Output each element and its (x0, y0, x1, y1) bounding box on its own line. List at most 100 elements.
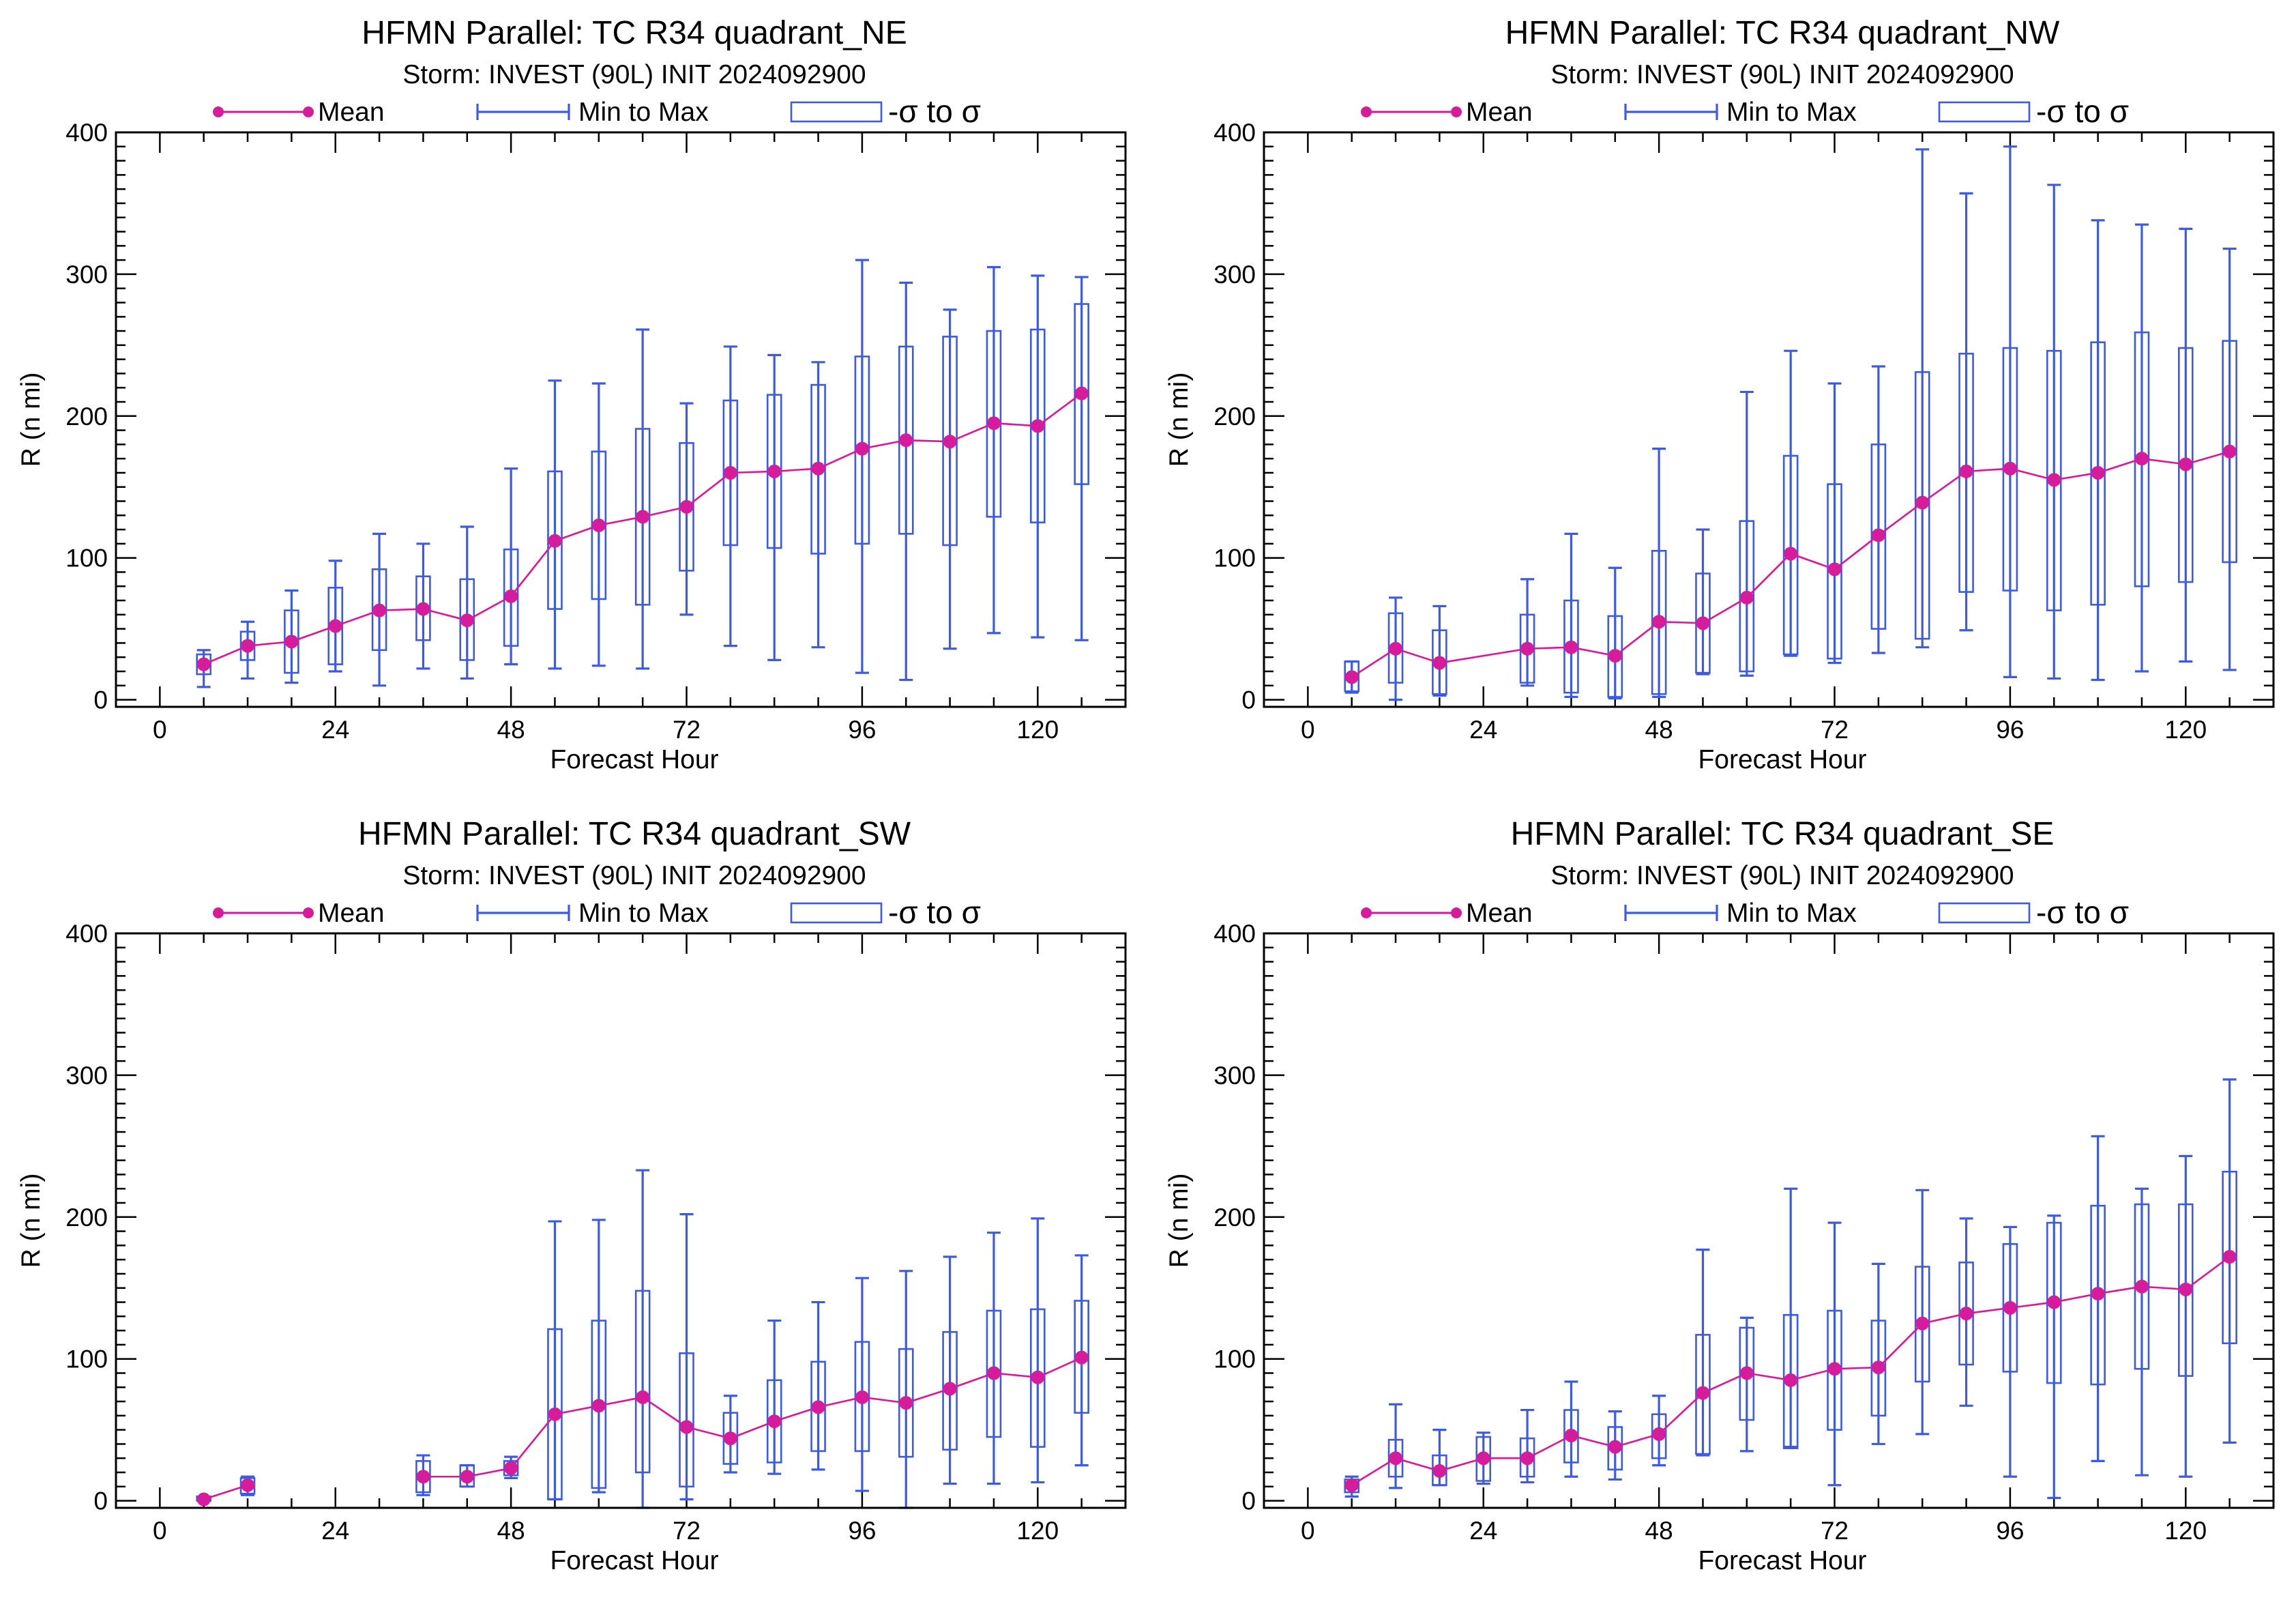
sigma-box (1739, 520, 1755, 673)
y-tick-label: 400 (1213, 119, 1256, 147)
plot-frame (115, 131, 1127, 708)
mean-line-segment (1658, 1392, 1704, 1435)
mean-point (679, 1420, 694, 1434)
mean-point (1389, 641, 1403, 656)
mean-point (1784, 547, 1798, 561)
mean-point (1074, 1350, 1089, 1365)
chart-subtitle: Storm: INVEST (90L) INIT 2024092900 (402, 60, 866, 89)
legend-mean-marker (1361, 106, 1372, 117)
mean-point (1520, 641, 1535, 656)
mean-line-segment (335, 609, 380, 627)
chart-subtitle: Storm: INVEST (90L) INIT 2024092900 (1550, 861, 2014, 890)
mean-line-segment (423, 608, 468, 622)
sigma-box (1387, 612, 1404, 684)
chart-title: HFMN Parallel: TC R34 quadrant_SE (1511, 816, 2055, 852)
mean-line-segment (1746, 553, 1792, 598)
sigma-box (1074, 303, 1089, 485)
sigma-box (1827, 483, 1842, 660)
mean-point (1652, 1427, 1666, 1441)
mean-line-segment (950, 1372, 995, 1390)
mean-point (591, 518, 606, 532)
mean-line-segment (598, 516, 643, 527)
sigma-box (415, 575, 431, 641)
sigma-box (634, 1290, 651, 1474)
y-tick-label: 100 (65, 1345, 108, 1373)
x-tick-label: 48 (497, 1517, 525, 1545)
y-tick-label: 200 (65, 403, 108, 431)
chart-svg: HFMN Parallel: TC R34 quadrant_SW Storm: … (16, 816, 1127, 1575)
legend: Mean Min to Max -σ to σ (1361, 894, 2129, 930)
legend-mean-marker (213, 907, 224, 918)
mean-point (1476, 1451, 1490, 1466)
mean-line-segment (905, 1388, 951, 1404)
sigma-box (1607, 1426, 1623, 1471)
mean-line-segment (1037, 1356, 1083, 1378)
legend-mean-marker (303, 907, 314, 918)
mean-line-segment (467, 595, 512, 622)
mean-point (504, 589, 518, 603)
mean-point (2134, 452, 2149, 466)
y-axis-label: R (n mi) (1164, 1174, 1194, 1268)
mean-point (1608, 649, 1622, 663)
mean-point (636, 1390, 650, 1404)
x-tick-label: 96 (1996, 716, 2024, 744)
x-tick-label: 120 (1016, 1517, 1059, 1545)
mean-line-segment (2185, 450, 2231, 465)
mean-line-segment (2141, 1285, 2186, 1291)
mean-line-segment (1571, 646, 1616, 657)
sigma-box (459, 578, 475, 661)
mean-point (284, 635, 299, 649)
mean-point (2179, 457, 2193, 471)
plot-frame (115, 932, 1127, 1509)
mean-line-segment (247, 641, 292, 647)
y-tick-label: 0 (1241, 1487, 1256, 1515)
mean-line-segment (1615, 1433, 1660, 1448)
mean-line-segment (1746, 1372, 1791, 1382)
sigma-box (1914, 1266, 1930, 1383)
mean-line-segment (993, 422, 1038, 427)
mean-point (1739, 590, 1754, 605)
mean-line-segment (379, 608, 424, 611)
sigma-box (2222, 1170, 2237, 1345)
mean-point (460, 1470, 474, 1484)
legend-mean-marker (303, 106, 314, 117)
sigma-box (854, 1341, 870, 1453)
legend-mean-label: Mean (1466, 899, 1533, 928)
sigma-box (2046, 349, 2062, 611)
y-tick-label: 200 (65, 1204, 108, 1232)
mean-line-segment (1439, 647, 1528, 664)
legend-mean-marker (1451, 106, 1462, 117)
mean-point (2003, 461, 2017, 476)
mean-point (1915, 495, 1930, 510)
mean-line-segment (950, 422, 995, 443)
mean-line-segment (862, 439, 907, 450)
mean-point (1074, 386, 1089, 400)
mean-line-segment (906, 439, 950, 443)
mean-point (1432, 1463, 1447, 1478)
mean-line-segment (467, 1467, 512, 1478)
mean-point (943, 1382, 957, 1396)
mean-point (1871, 528, 1885, 542)
sigma-box (1563, 599, 1579, 694)
x-tick-label: 72 (1821, 1517, 1849, 1545)
y-axis-label: R (n mi) (16, 373, 46, 467)
mean-point (1871, 1360, 1885, 1375)
mean-point (1344, 670, 1359, 684)
mean-line-segment (555, 1405, 600, 1416)
y-tick-label: 0 (93, 1487, 108, 1515)
mean-line-segment (1966, 467, 2010, 473)
y-tick-label: 300 (65, 261, 108, 289)
mean-point (986, 416, 1001, 431)
mean-point (1915, 1316, 1930, 1330)
y-tick-label: 0 (93, 686, 108, 714)
mean-point (591, 1399, 606, 1413)
mean-point (1564, 640, 1578, 654)
panel-quadrant-nw: HFMN Parallel: TC R34 quadrant_NW Storm: … (1148, 0, 2296, 801)
mean-point (2222, 444, 2237, 458)
mean-point (241, 1478, 255, 1492)
x-axis-label: Forecast Hour (550, 745, 718, 774)
mean-point (1031, 419, 1045, 433)
legend-sigma-label: -σ to σ (2036, 93, 2129, 129)
y-tick-label: 300 (1213, 1062, 1256, 1090)
mean-point (855, 1390, 869, 1404)
